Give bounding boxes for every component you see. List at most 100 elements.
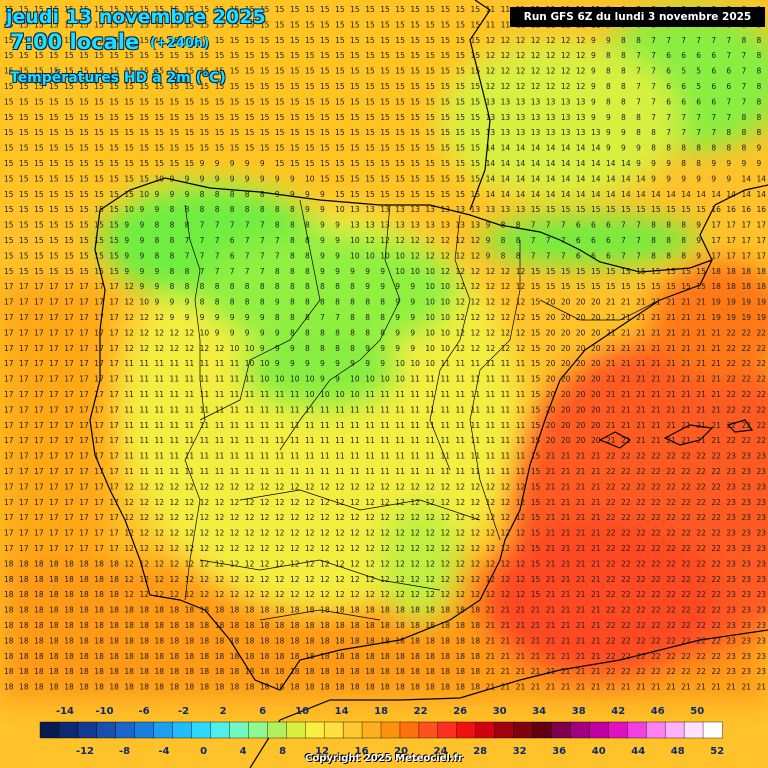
grid-temperature-value: 11 xyxy=(486,20,496,29)
grid-temperature-value: 9 xyxy=(711,159,716,168)
grid-temperature-value: 9 xyxy=(606,128,611,137)
grid-temperature-value: 14 xyxy=(576,190,586,199)
grid-temperature-value: 15 xyxy=(696,205,706,214)
grid-temperature-value: 15 xyxy=(34,174,44,183)
grid-temperature-value: 15 xyxy=(456,97,466,106)
legend-tick-label: 2 xyxy=(220,706,227,717)
grid-temperature-value: 9 xyxy=(757,159,762,168)
legend-tick-label: 46 xyxy=(651,706,665,717)
grid-temperature-value: 15 xyxy=(260,113,270,122)
grid-temperature-value: 15 xyxy=(350,82,360,91)
grid-temperature-value: 15 xyxy=(200,51,210,60)
grid-temperature-value: 13 xyxy=(395,221,405,230)
grid-temperature-value: 15 xyxy=(440,36,450,45)
grid-temperature-value: 15 xyxy=(139,36,149,45)
grid-temperature-value: 15 xyxy=(456,144,466,153)
grid-temperature-value: 14 xyxy=(757,174,767,183)
grid-temperature-value: 15 xyxy=(546,205,556,214)
grid-temperature-value: 15 xyxy=(170,67,180,76)
legend-swatch xyxy=(570,721,591,739)
grid-temperature-value: 13 xyxy=(501,128,511,137)
grid-temperature-value: 15 xyxy=(320,113,330,122)
grid-temperature-value: 7 xyxy=(726,51,731,60)
grid-temperature-value: 15 xyxy=(4,159,14,168)
grid-temperature-value: 17 xyxy=(757,221,767,230)
grid-temperature-value: 15 xyxy=(215,36,225,45)
legend-tick-label: 34 xyxy=(532,706,546,717)
grid-temperature-value: 13 xyxy=(561,128,571,137)
grid-temperature-value: 14 xyxy=(591,190,601,199)
legend-tick-label: 38 xyxy=(572,706,586,717)
grid-temperature-value: 7 xyxy=(696,113,701,122)
grid-temperature-value: 16 xyxy=(711,205,721,214)
grid-temperature-value: 9 xyxy=(260,159,265,168)
grid-temperature-value: 15 xyxy=(34,113,44,122)
grid-temperature-value: 8 xyxy=(741,128,746,137)
grid-temperature-value: 15 xyxy=(350,190,360,199)
grid-temperature-value: 15 xyxy=(410,82,420,91)
grid-temperature-value: 15 xyxy=(275,51,285,60)
grid-temperature-value: 15 xyxy=(305,51,315,60)
grid-temperature-value: 9 xyxy=(666,174,671,183)
grid-temperature-value: 15 xyxy=(49,5,59,14)
grid-temperature-value: 15 xyxy=(4,36,14,45)
grid-temperature-value: 15 xyxy=(230,20,240,29)
grid-temperature-value: 9 xyxy=(139,205,144,214)
grid-temperature-value: 15 xyxy=(380,128,390,137)
grid-temperature-value: 7 xyxy=(651,113,656,122)
grid-temperature-value: 9 xyxy=(651,159,656,168)
grid-temperature-value: 9 xyxy=(155,190,160,199)
grid-temperature-value: 7 xyxy=(711,113,716,122)
grid-temperature-value: 15 xyxy=(139,97,149,106)
grid-temperature-value: 10 xyxy=(155,174,165,183)
grid-temperature-value: 15 xyxy=(395,128,405,137)
grid-temperature-value: 7 xyxy=(651,51,656,60)
grid-temperature-value: 15 xyxy=(440,82,450,91)
grid-temperature-value: 15 xyxy=(440,97,450,106)
grid-temperature-value: 15 xyxy=(155,67,165,76)
grid-temperature-value: 7 xyxy=(621,221,626,230)
grid-temperature-value: 15 xyxy=(380,113,390,122)
grid-temperature-value: 15 xyxy=(49,174,59,183)
grid-temperature-value: 7 xyxy=(546,221,551,230)
grid-temperature-value: 7 xyxy=(200,236,205,245)
grid-temperature-value: 15 xyxy=(621,205,631,214)
grid-temperature-value: 15 xyxy=(365,113,375,122)
grid-temperature-value: 15 xyxy=(139,51,149,60)
grid-temperature-value: 8 xyxy=(651,221,656,230)
grid-temperature-value: 14 xyxy=(561,159,571,168)
grid-temperature-value: 9 xyxy=(320,221,325,230)
grid-temperature-value: 8 xyxy=(636,128,641,137)
grid-temperature-value: 15 xyxy=(305,36,315,45)
grid-temperature-value: 8 xyxy=(185,221,190,230)
grid-temperature-value: 15 xyxy=(94,36,104,45)
grid-temperature-value: 15 xyxy=(79,236,89,245)
grid-temperature-value: 15 xyxy=(64,236,74,245)
grid-temperature-value: 15 xyxy=(456,20,466,29)
grid-temperature-value: 15 xyxy=(275,113,285,122)
grid-temperature-value: 15 xyxy=(380,36,390,45)
grid-temperature-value: 15 xyxy=(155,159,165,168)
legend-swatch xyxy=(58,721,79,739)
grid-temperature-value: 9 xyxy=(591,67,596,76)
grid-temperature-value: 12 xyxy=(501,67,511,76)
grid-temperature-value: 15 xyxy=(365,190,375,199)
grid-temperature-value: 15 xyxy=(230,128,240,137)
legend-swatch xyxy=(532,721,553,739)
grid-temperature-value: 15 xyxy=(4,20,14,29)
grid-temperature-value: 15 xyxy=(215,5,225,14)
grid-temperature-value: 15 xyxy=(215,97,225,106)
grid-temperature-value: 15 xyxy=(471,144,481,153)
grid-temperature-value: 8 xyxy=(215,190,220,199)
grid-temperature-value: 15 xyxy=(440,128,450,137)
grid-temperature-value: 15 xyxy=(275,36,285,45)
grid-temperature-value: 14 xyxy=(546,144,556,153)
grid-temperature-value: 15 xyxy=(425,144,435,153)
grid-temperature-value: 15 xyxy=(230,67,240,76)
grid-temperature-value: 15 xyxy=(34,97,44,106)
grid-temperature-value: 14 xyxy=(531,174,541,183)
grid-temperature-value: 15 xyxy=(4,128,14,137)
